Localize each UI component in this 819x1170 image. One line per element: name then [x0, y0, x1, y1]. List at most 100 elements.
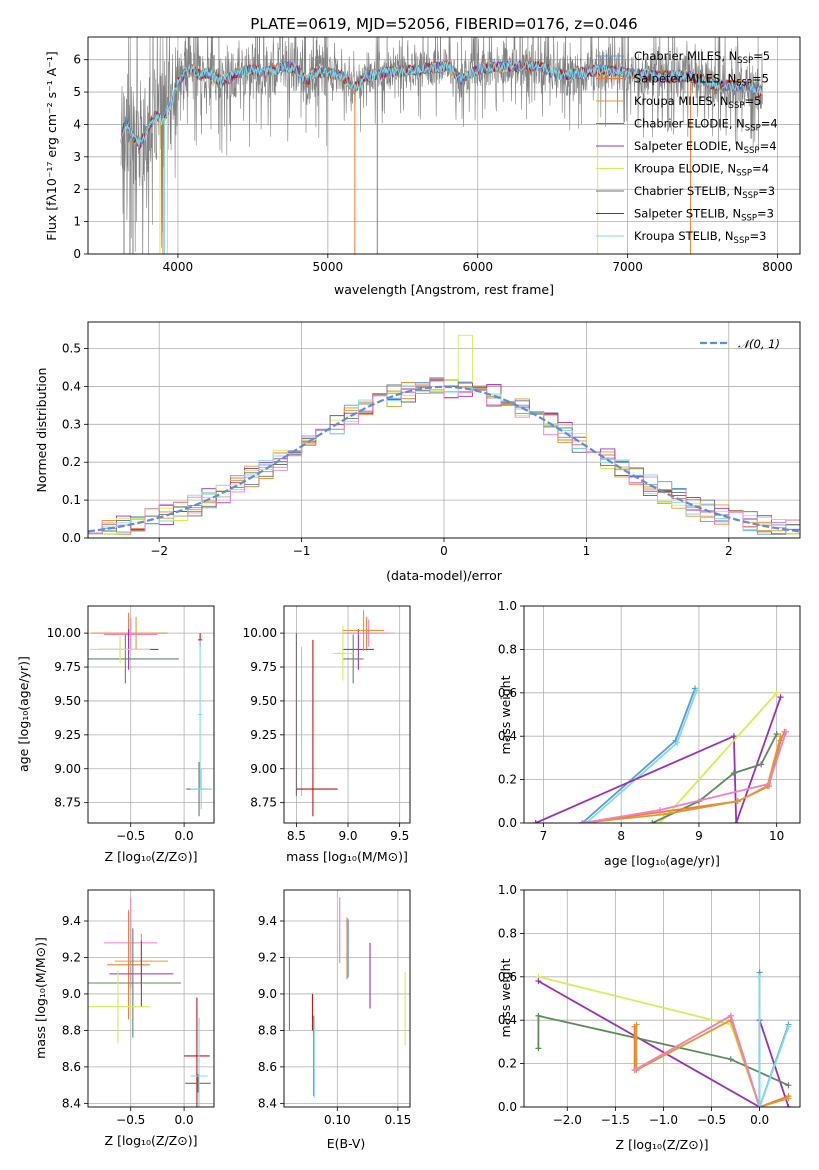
mw-age-xtick-label: 8	[617, 829, 625, 843]
mw-z-marker-kroupa_miles	[785, 1095, 792, 1102]
hist-xlabel: (data-model)/error	[386, 568, 503, 583]
mass-z-ylabel: mass [log₁₀(M/M⊙)]	[33, 937, 48, 1059]
legend-text: Kroupa ELODIE, N	[634, 162, 736, 176]
mw-z-ytick-label: 1.0	[498, 883, 517, 897]
mw-z-ylabel: mass weight	[498, 958, 513, 1037]
mw-age-marker-chabrier_elodie	[758, 761, 765, 768]
mw-age-marker-kroupa_miles	[734, 798, 741, 805]
hist-ytick-label: 0.2	[62, 455, 81, 469]
hist-ytick-label: 0.4	[62, 379, 81, 393]
mw-age-marker-pink	[783, 728, 790, 735]
mw-z-frame	[523, 889, 801, 1108]
hist-ytick-label: 0.3	[62, 417, 81, 431]
spectrum-xlabel: wavelength [Angstrom, rest frame]	[334, 282, 554, 297]
spectrum-ytick-label: 5	[73, 85, 81, 99]
mw-age-marker-chabrier_elodie	[730, 770, 737, 777]
ebv-ytick-label: 9.0	[258, 987, 277, 1001]
hist-frame	[87, 321, 801, 539]
mw-age-xtick-label: 7	[540, 829, 548, 843]
mw-z-xtick-label: 0.0	[750, 1113, 769, 1127]
mw-age-marker-kroupa_stelib	[674, 739, 681, 746]
age-z-ytick-label: 10.00	[47, 626, 81, 640]
mw-z-marker-chabrier_elodie	[535, 1045, 542, 1052]
mw-age-line-salpeter_elodie	[535, 696, 782, 823]
age-mass-frame	[283, 605, 411, 824]
mw-age-marker-salpeter_elodie	[730, 733, 737, 740]
age-mass-ytick-label: 10.00	[243, 626, 277, 640]
mass-z-xtick-label: 0.0	[175, 1113, 194, 1127]
age-mass-xlabel: mass [log₁₀(M/M⊙)]	[286, 849, 408, 864]
ebv-xtick-label: 0.10	[324, 1113, 351, 1127]
legend-label-chabrier_miles: Chabrier MILES, NSSP=5	[634, 49, 770, 66]
mw-z-line-kroupa_stelib	[758, 976, 790, 1107]
mass-z-axes: −0.5 0.0 8.4 8.6 8.8 9.0 9.2 9.4	[62, 890, 214, 1127]
mw-age-xtick-label: 10	[769, 829, 784, 843]
legend-label-salpeter_miles: Salpeter MILES, NSSP=5	[634, 72, 769, 89]
mw-age-marker-salpeter_elodie	[777, 694, 784, 701]
legend-suffix: =5	[752, 72, 769, 86]
ebv-plot-area	[288, 897, 406, 1098]
age-z-xlabel: Z [log₁₀(Z/Z⊙)]	[105, 849, 198, 864]
age-z-xtick-label: −0.5	[116, 829, 145, 843]
legend-sub: SSP	[744, 146, 760, 156]
mw-age-ylabel: mass weight	[498, 675, 513, 754]
age-z-frame	[87, 605, 215, 824]
age-z-xtick-label: 0.0	[175, 829, 194, 843]
mw-z-xlabel: Z [log₁₀(Z/Z⊙)]	[616, 1137, 709, 1152]
mass-z-ytick-label: 9.4	[62, 914, 81, 928]
mw-age-marker-pink	[579, 820, 586, 823]
mw-age-line-kroupa_elodie	[659, 692, 778, 823]
ebv-ytick-label: 9.4	[258, 914, 277, 928]
mw-z-xtick-label: −1.5	[601, 1113, 630, 1127]
spectrum-ytick-label: 4	[73, 117, 81, 131]
legend-sub: SSP	[734, 236, 750, 246]
spectrum-ytick-label: 1	[73, 215, 81, 229]
mw-age-ytick-label: 0.4	[498, 729, 517, 743]
spectrum-xtick-label: 8000	[762, 260, 793, 274]
mw-z-marker-pink	[631, 1067, 638, 1074]
spectrum-plot-area	[120, 37, 763, 254]
legend-label-salpeter_stelib: Salpeter STELIB, NSSP=3	[634, 207, 774, 224]
mw-age-marker-pink	[657, 806, 664, 813]
legend-sub: SSP	[745, 124, 761, 134]
mass-z-ytick-label: 8.8	[62, 1023, 81, 1037]
spectrum-ytick-label: 6	[73, 53, 81, 67]
mass-z-ytick-label: 9.2	[62, 950, 81, 964]
hist-ytick-label: 0.1	[62, 493, 81, 507]
hist-xtick-label: −1	[293, 544, 311, 558]
mw-z-marker-kroupa_miles	[633, 1021, 640, 1028]
mass-z-xtick-label: −0.5	[116, 1113, 145, 1127]
mw-age-ytick-label: 0.0	[498, 816, 517, 830]
legend-suffix: =5	[744, 94, 761, 108]
spectrum-xtick-label: 4000	[163, 260, 194, 274]
hist-axes: −2 −1 0 1 2 0.0 0.1 0.2 0.3 0.4 0.5	[62, 322, 800, 558]
mass-z-ytick-label: 9.0	[62, 987, 81, 1001]
spectrum-model-kroupa_stelib	[120, 58, 763, 149]
spectrum-frame	[87, 36, 801, 255]
hist-plot-area	[88, 334, 800, 535]
mw-z-marker-kroupa_stelib	[785, 1023, 792, 1030]
age-mass-ytick-label: 9.25	[250, 728, 277, 742]
mw-age-marker-chabrier_elodie	[773, 731, 780, 738]
mw-age-marker-kroupa_elodie	[657, 820, 664, 823]
hist-xtick-label: 1	[583, 544, 591, 558]
legend-text: Chabrier MILES, N	[634, 49, 737, 63]
mw-z-marker-salpeter_elodie	[535, 978, 542, 985]
mw-age-line-pink	[582, 731, 787, 823]
legend-text: Chabrier ELODIE, N	[634, 117, 745, 131]
spectrum-ytick-label: 0	[73, 247, 81, 261]
hist-ytick-label: 0.5	[62, 342, 81, 356]
mw-z-xtick-label: −0.5	[697, 1113, 726, 1127]
age-z-ylabel: age [log₁₀(age/yr)]	[16, 656, 31, 772]
hist-ytick-label: 0.0	[62, 531, 81, 545]
age-z-plot-area	[88, 612, 212, 817]
age-mass-xtick-label: 9.0	[338, 829, 357, 843]
legend-sub: SSP	[737, 56, 753, 66]
mw-age-marker-kroupa_stelib	[693, 687, 700, 694]
ebv-xlabel: E(B-V)	[327, 1136, 366, 1151]
age-z-ytick-label: 9.50	[54, 694, 81, 708]
legend-suffix: =4	[752, 162, 769, 176]
mw-age-marker-salpeter_elodie	[733, 820, 740, 823]
age-z-ytick-label: 9.25	[54, 728, 81, 742]
